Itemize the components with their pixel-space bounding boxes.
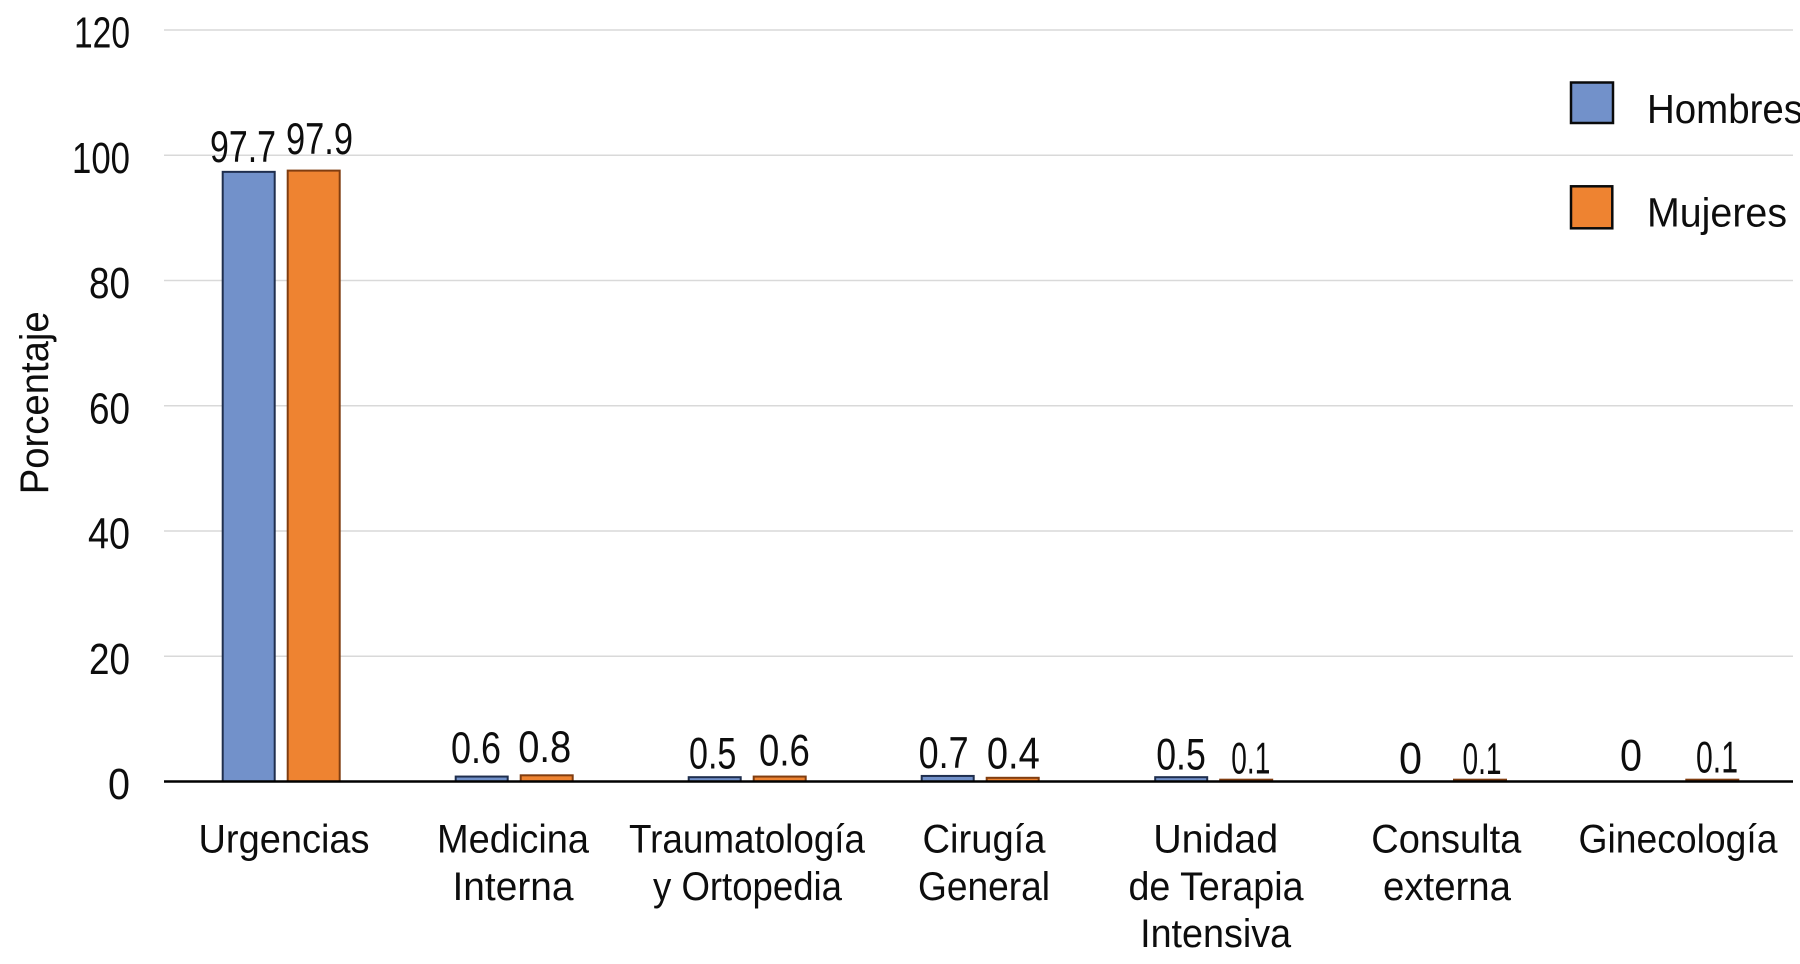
svg-text:0.5: 0.5 [1156, 730, 1206, 779]
svg-text:40: 40 [88, 510, 130, 559]
svg-text:120: 120 [74, 9, 130, 58]
svg-text:Interna: Interna [453, 865, 575, 909]
svg-text:0.8: 0.8 [518, 723, 571, 772]
svg-text:0.1: 0.1 [1696, 734, 1738, 783]
svg-text:0: 0 [1399, 734, 1422, 783]
svg-text:Porcentaje: Porcentaje [13, 311, 57, 494]
svg-text:20: 20 [89, 635, 130, 684]
svg-text:General: General [918, 865, 1050, 909]
svg-text:0.4: 0.4 [987, 729, 1040, 778]
svg-text:0.5: 0.5 [689, 729, 736, 778]
svg-text:y Ortopedia: y Ortopedia [653, 865, 843, 909]
svg-text:Intensiva: Intensiva [1140, 912, 1292, 956]
svg-text:Urgencias: Urgencias [199, 818, 370, 862]
svg-text:0.1: 0.1 [1231, 734, 1270, 783]
svg-text:Mujeres: Mujeres [1647, 189, 1787, 235]
svg-text:Medicina: Medicina [437, 818, 590, 862]
svg-text:0: 0 [108, 760, 130, 809]
svg-text:Cirugía: Cirugía [923, 818, 1047, 862]
svg-text:0: 0 [1620, 732, 1642, 781]
svg-text:Consulta: Consulta [1371, 818, 1522, 862]
svg-text:Unidad: Unidad [1153, 818, 1278, 862]
svg-text:60: 60 [89, 384, 130, 433]
svg-text:97.7: 97.7 [210, 123, 276, 172]
svg-text:100: 100 [72, 134, 130, 183]
svg-text:externa: externa [1383, 865, 1512, 909]
svg-text:0.6: 0.6 [759, 727, 810, 776]
svg-text:Traumatología: Traumatología [629, 818, 866, 862]
svg-text:Ginecología: Ginecología [1579, 818, 1779, 862]
svg-text:80: 80 [89, 259, 130, 308]
svg-text:0.6: 0.6 [451, 724, 501, 773]
svg-text:0.7: 0.7 [919, 729, 969, 778]
svg-text:de Terapia: de Terapia [1129, 865, 1305, 909]
svg-text:Hombres: Hombres [1647, 86, 1800, 132]
svg-text:97.9: 97.9 [286, 115, 353, 164]
svg-text:0.1: 0.1 [1463, 735, 1502, 784]
